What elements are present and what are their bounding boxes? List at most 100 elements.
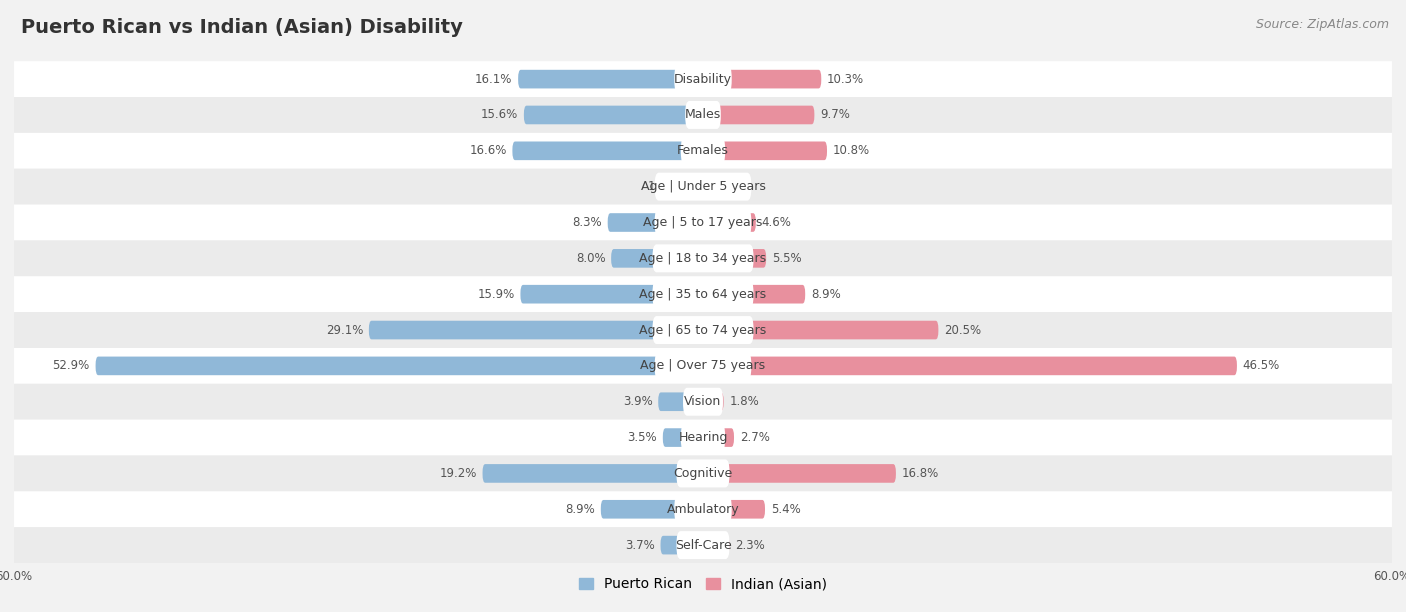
Text: 8.0%: 8.0%	[576, 252, 606, 265]
Text: Age | Over 75 years: Age | Over 75 years	[641, 359, 765, 372]
Legend: Puerto Rican, Indian (Asian): Puerto Rican, Indian (Asian)	[579, 577, 827, 591]
Text: Age | 65 to 74 years: Age | 65 to 74 years	[640, 324, 766, 337]
Text: Puerto Rican vs Indian (Asian) Disability: Puerto Rican vs Indian (Asian) Disabilit…	[21, 18, 463, 37]
Text: 2.7%: 2.7%	[740, 431, 769, 444]
FancyBboxPatch shape	[681, 137, 725, 165]
FancyBboxPatch shape	[14, 348, 1392, 384]
FancyBboxPatch shape	[703, 141, 827, 160]
FancyBboxPatch shape	[607, 213, 703, 232]
FancyBboxPatch shape	[655, 352, 751, 380]
Text: Females: Females	[678, 144, 728, 157]
FancyBboxPatch shape	[703, 177, 714, 196]
Text: Age | 35 to 64 years: Age | 35 to 64 years	[640, 288, 766, 300]
FancyBboxPatch shape	[685, 101, 721, 129]
FancyBboxPatch shape	[703, 70, 821, 89]
FancyBboxPatch shape	[524, 106, 703, 124]
Text: Age | 18 to 34 years: Age | 18 to 34 years	[640, 252, 766, 265]
Text: 10.8%: 10.8%	[832, 144, 870, 157]
Text: Vision: Vision	[685, 395, 721, 408]
Text: Age | 5 to 17 years: Age | 5 to 17 years	[644, 216, 762, 229]
FancyBboxPatch shape	[676, 531, 730, 559]
Text: 46.5%: 46.5%	[1243, 359, 1279, 372]
Text: 10.3%: 10.3%	[827, 73, 865, 86]
FancyBboxPatch shape	[14, 204, 1392, 241]
Text: 1.0%: 1.0%	[720, 180, 749, 193]
FancyBboxPatch shape	[652, 280, 754, 308]
Text: 1.7%: 1.7%	[648, 180, 678, 193]
FancyBboxPatch shape	[14, 384, 1392, 420]
Text: 16.6%: 16.6%	[470, 144, 506, 157]
Text: Source: ZipAtlas.com: Source: ZipAtlas.com	[1256, 18, 1389, 31]
FancyBboxPatch shape	[655, 209, 751, 236]
Text: Age | Under 5 years: Age | Under 5 years	[641, 180, 765, 193]
Text: Males: Males	[685, 108, 721, 121]
FancyBboxPatch shape	[600, 500, 703, 518]
Text: 16.1%: 16.1%	[475, 73, 512, 86]
FancyBboxPatch shape	[14, 169, 1392, 204]
FancyBboxPatch shape	[703, 536, 730, 554]
Text: 15.9%: 15.9%	[478, 288, 515, 300]
FancyBboxPatch shape	[675, 65, 731, 93]
FancyBboxPatch shape	[703, 357, 1237, 375]
FancyBboxPatch shape	[14, 312, 1392, 348]
Text: Hearing: Hearing	[678, 431, 728, 444]
Text: 2.3%: 2.3%	[735, 539, 765, 551]
Text: 3.5%: 3.5%	[627, 431, 657, 444]
FancyBboxPatch shape	[703, 500, 765, 518]
Text: 16.8%: 16.8%	[901, 467, 939, 480]
Text: 15.6%: 15.6%	[481, 108, 519, 121]
FancyBboxPatch shape	[14, 527, 1392, 563]
FancyBboxPatch shape	[683, 388, 723, 416]
Text: Self-Care: Self-Care	[675, 539, 731, 551]
FancyBboxPatch shape	[681, 424, 725, 452]
FancyBboxPatch shape	[676, 460, 730, 487]
FancyBboxPatch shape	[703, 106, 814, 124]
Text: 8.9%: 8.9%	[811, 288, 841, 300]
FancyBboxPatch shape	[703, 285, 806, 304]
FancyBboxPatch shape	[662, 428, 703, 447]
Text: 8.9%: 8.9%	[565, 503, 595, 516]
Text: Ambulatory: Ambulatory	[666, 503, 740, 516]
FancyBboxPatch shape	[14, 491, 1392, 527]
FancyBboxPatch shape	[14, 133, 1392, 169]
Text: Disability: Disability	[673, 73, 733, 86]
Text: 5.5%: 5.5%	[772, 252, 801, 265]
FancyBboxPatch shape	[703, 464, 896, 483]
Text: 3.9%: 3.9%	[623, 395, 652, 408]
Text: 29.1%: 29.1%	[326, 324, 363, 337]
Text: 9.7%: 9.7%	[820, 108, 851, 121]
Text: 5.4%: 5.4%	[770, 503, 800, 516]
FancyBboxPatch shape	[661, 536, 703, 554]
Text: 4.6%: 4.6%	[762, 216, 792, 229]
FancyBboxPatch shape	[96, 357, 703, 375]
FancyBboxPatch shape	[703, 428, 734, 447]
FancyBboxPatch shape	[612, 249, 703, 267]
FancyBboxPatch shape	[703, 392, 724, 411]
FancyBboxPatch shape	[14, 420, 1392, 455]
Text: 52.9%: 52.9%	[52, 359, 90, 372]
Text: 19.2%: 19.2%	[440, 467, 477, 480]
FancyBboxPatch shape	[14, 455, 1392, 491]
FancyBboxPatch shape	[14, 276, 1392, 312]
FancyBboxPatch shape	[14, 241, 1392, 276]
FancyBboxPatch shape	[675, 495, 731, 523]
Text: 1.8%: 1.8%	[730, 395, 759, 408]
FancyBboxPatch shape	[683, 177, 703, 196]
FancyBboxPatch shape	[512, 141, 703, 160]
FancyBboxPatch shape	[519, 70, 703, 89]
FancyBboxPatch shape	[482, 464, 703, 483]
FancyBboxPatch shape	[658, 392, 703, 411]
Text: Cognitive: Cognitive	[673, 467, 733, 480]
FancyBboxPatch shape	[703, 213, 756, 232]
FancyBboxPatch shape	[703, 321, 938, 340]
FancyBboxPatch shape	[652, 244, 754, 272]
Text: 8.3%: 8.3%	[572, 216, 602, 229]
Text: 20.5%: 20.5%	[945, 324, 981, 337]
FancyBboxPatch shape	[368, 321, 703, 340]
FancyBboxPatch shape	[655, 173, 751, 201]
FancyBboxPatch shape	[14, 61, 1392, 97]
FancyBboxPatch shape	[14, 97, 1392, 133]
Text: 3.7%: 3.7%	[626, 539, 655, 551]
FancyBboxPatch shape	[652, 316, 754, 344]
FancyBboxPatch shape	[520, 285, 703, 304]
